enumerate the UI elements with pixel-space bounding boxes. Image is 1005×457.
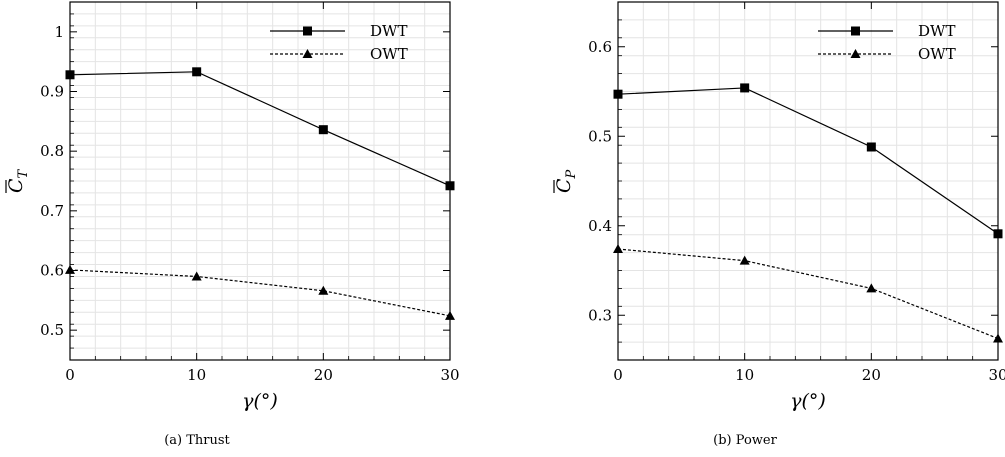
marker-triangle bbox=[866, 283, 877, 293]
chart-caption: (b) Power bbox=[713, 433, 777, 448]
marker-triangle bbox=[302, 49, 313, 58]
x-tick-label: 20 bbox=[862, 366, 881, 384]
y-tick-label: 0.7 bbox=[40, 202, 64, 220]
marker-triangle bbox=[318, 285, 329, 295]
y-tick-label: 0.3 bbox=[588, 306, 612, 324]
marker-triangle bbox=[850, 49, 861, 58]
legend-label: OWT bbox=[918, 45, 956, 63]
marker-square bbox=[613, 89, 623, 99]
x-tick-label: 20 bbox=[314, 366, 333, 384]
x-tick-label: 10 bbox=[187, 366, 206, 384]
y-tick-label: 0.5 bbox=[40, 321, 64, 339]
chart-panel-1: 0 10 20 30 0.5 0.6 0.7 0.8 0.9 1 γ(°) CT DWT OWT (a) T… bbox=[5, 1, 460, 448]
y-axis-label-subscript: P bbox=[564, 169, 579, 179]
legend-label: DWT bbox=[918, 22, 955, 40]
x-tick-label: 0 bbox=[65, 366, 75, 384]
y-tick-label: 0.4 bbox=[588, 217, 612, 235]
x-axis-label: γ(°) bbox=[242, 390, 278, 412]
marker-triangle bbox=[993, 333, 1003, 343]
y-axis-label-main: C bbox=[5, 178, 27, 193]
legend: DWT OWT bbox=[270, 22, 408, 63]
marker-triangle bbox=[613, 244, 623, 254]
marker-square bbox=[740, 83, 750, 93]
chart-caption: (a) Thrust bbox=[164, 433, 230, 448]
series-owt bbox=[65, 264, 455, 320]
marker-triangle bbox=[445, 310, 455, 320]
marker-square bbox=[318, 125, 328, 135]
marker-triangle bbox=[191, 271, 202, 281]
series-line bbox=[617, 87, 999, 235]
chart-panel-2: 0 10 20 30 0.3 0.4 0.5 0.6 γ(°) CP DWT OWT (b) Power bbox=[553, 1, 1005, 448]
series-line bbox=[617, 248, 999, 340]
legend: DWT OWT bbox=[818, 22, 956, 63]
y-tick-label: 0.9 bbox=[40, 83, 64, 101]
marker-square bbox=[993, 229, 1003, 239]
x-tick-label: 10 bbox=[735, 366, 754, 384]
x-axis-label: γ(°) bbox=[790, 390, 826, 412]
legend-label: OWT bbox=[370, 45, 408, 63]
y-tick-label: 1 bbox=[54, 23, 64, 41]
legend-label: DWT bbox=[370, 22, 407, 40]
x-tick-label: 30 bbox=[988, 366, 1005, 384]
series-owt bbox=[613, 244, 1003, 343]
y-axis-label: CT bbox=[5, 168, 31, 193]
x-tick-label: 30 bbox=[440, 366, 459, 384]
series-dwt bbox=[613, 83, 1003, 239]
marker-square bbox=[866, 142, 876, 152]
series-line bbox=[69, 269, 451, 317]
marker-triangle bbox=[65, 264, 75, 274]
series-line bbox=[69, 71, 451, 187]
marker-triangle bbox=[739, 255, 750, 265]
x-tick-label: 0 bbox=[613, 366, 623, 384]
marker-square bbox=[303, 26, 312, 36]
y-tick-label: 0.6 bbox=[40, 262, 64, 280]
y-axis-label-main: C bbox=[553, 178, 575, 193]
marker-square bbox=[192, 67, 202, 77]
marker-square bbox=[851, 26, 860, 36]
y-axis-label-subscript: T bbox=[16, 168, 31, 178]
y-tick-label: 0.6 bbox=[588, 38, 612, 56]
marker-square bbox=[65, 70, 75, 80]
y-axis-label: CP bbox=[553, 169, 579, 193]
series-dwt bbox=[65, 67, 455, 191]
marker-square bbox=[445, 181, 455, 191]
y-tick-label: 0.5 bbox=[588, 127, 612, 145]
y-tick-label: 0.8 bbox=[40, 142, 64, 160]
